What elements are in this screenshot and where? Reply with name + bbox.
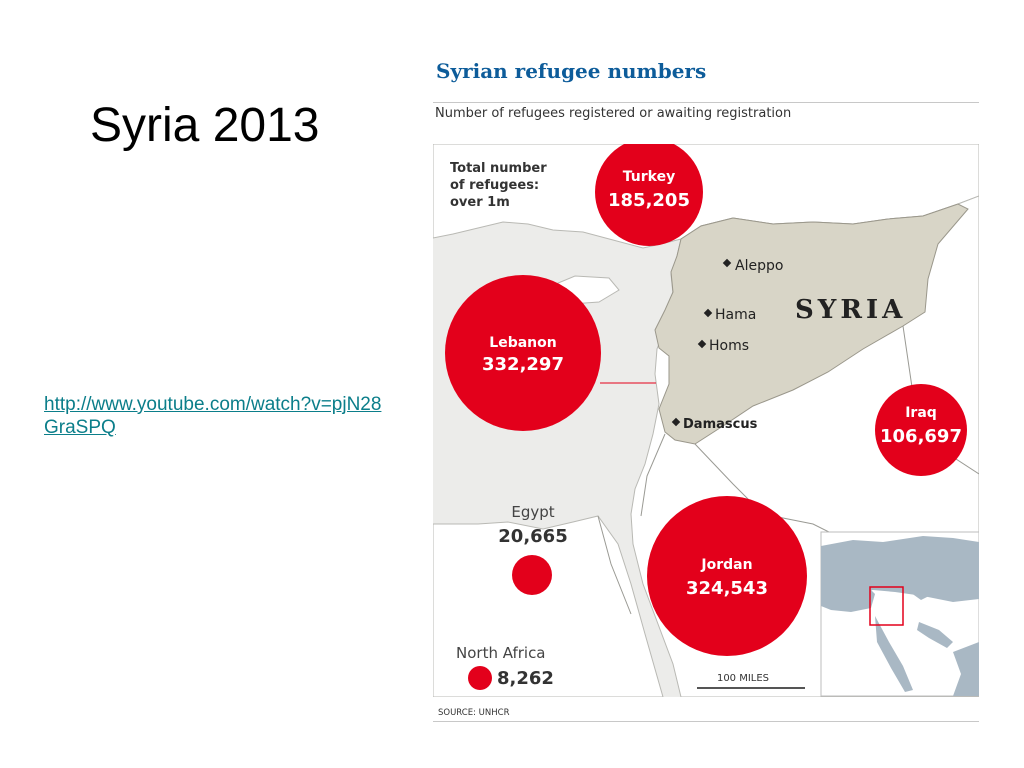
refugee-infographic: Syrian refugee numbers Number of refugee… bbox=[433, 55, 979, 735]
iraq-count: 106,697 bbox=[880, 426, 962, 447]
damascus-label: Damascus bbox=[683, 417, 758, 432]
source-label: SOURCE: UNHCR bbox=[438, 708, 510, 718]
homs-label: Homs bbox=[709, 338, 749, 354]
youtube-link[interactable]: http://www.youtube.com/watch?v=pjN28GraS… bbox=[44, 394, 382, 439]
north-africa-name: North Africa bbox=[456, 644, 546, 662]
hama-marker bbox=[703, 308, 713, 318]
iraq-name: Iraq bbox=[905, 405, 937, 421]
sinai-border bbox=[597, 515, 632, 615]
refugee-map: Aleppo Hama Homs Damascus SYRIA Total nu… bbox=[433, 144, 979, 697]
infographic-subtitle: Number of refugees registered or awaitin… bbox=[435, 106, 792, 121]
lebanon-name: Lebanon bbox=[489, 335, 556, 351]
aleppo-label: Aleppo bbox=[735, 258, 783, 274]
inset-mediterranean bbox=[821, 580, 875, 612]
turkey-bubble bbox=[595, 144, 703, 246]
total-line-1: Total number bbox=[450, 161, 547, 176]
iraq-bubble bbox=[875, 384, 967, 476]
north-africa-bubble bbox=[468, 666, 492, 690]
hama-label: Hama bbox=[715, 307, 756, 323]
scale-label: 100 MILES bbox=[717, 673, 769, 684]
turkey-count: 185,205 bbox=[608, 190, 690, 211]
egypt-name: Egypt bbox=[511, 503, 554, 521]
slide-title: Syria 2013 bbox=[90, 99, 320, 152]
inset-red-sea bbox=[875, 616, 913, 692]
inset-gulf bbox=[917, 622, 953, 648]
egypt-bubble bbox=[512, 555, 552, 595]
inset-highlight bbox=[869, 586, 904, 626]
homs-marker bbox=[697, 339, 707, 349]
source-rule bbox=[433, 721, 979, 722]
north-africa-box bbox=[448, 638, 562, 686]
jordan-bubble bbox=[647, 496, 807, 656]
infographic-title: Syrian refugee numbers bbox=[436, 59, 707, 83]
turkey-name: Turkey bbox=[623, 169, 675, 185]
jordan-count: 324,543 bbox=[686, 578, 768, 599]
inset-caspian bbox=[903, 558, 933, 600]
total-text: Total number of refugees: over 1m bbox=[450, 161, 551, 210]
lebanon-count: 332,297 bbox=[482, 354, 564, 375]
lebanon-bubble bbox=[445, 275, 601, 431]
israel-border bbox=[640, 433, 666, 517]
aleppo-marker bbox=[722, 258, 732, 268]
egypt-count: 20,665 bbox=[498, 526, 567, 547]
total-line-3: over 1m bbox=[450, 195, 510, 210]
damascus-marker bbox=[671, 417, 681, 427]
title-rule bbox=[433, 102, 979, 103]
syria-label: SYRIA bbox=[795, 295, 906, 325]
north-africa-count: 8,262 bbox=[497, 668, 554, 689]
syria-land bbox=[654, 203, 969, 445]
total-line-2: of refugees: bbox=[450, 178, 539, 193]
jordan-name: Jordan bbox=[700, 557, 752, 573]
inset-map bbox=[820, 531, 979, 697]
inset-arabian-sea bbox=[953, 642, 979, 696]
